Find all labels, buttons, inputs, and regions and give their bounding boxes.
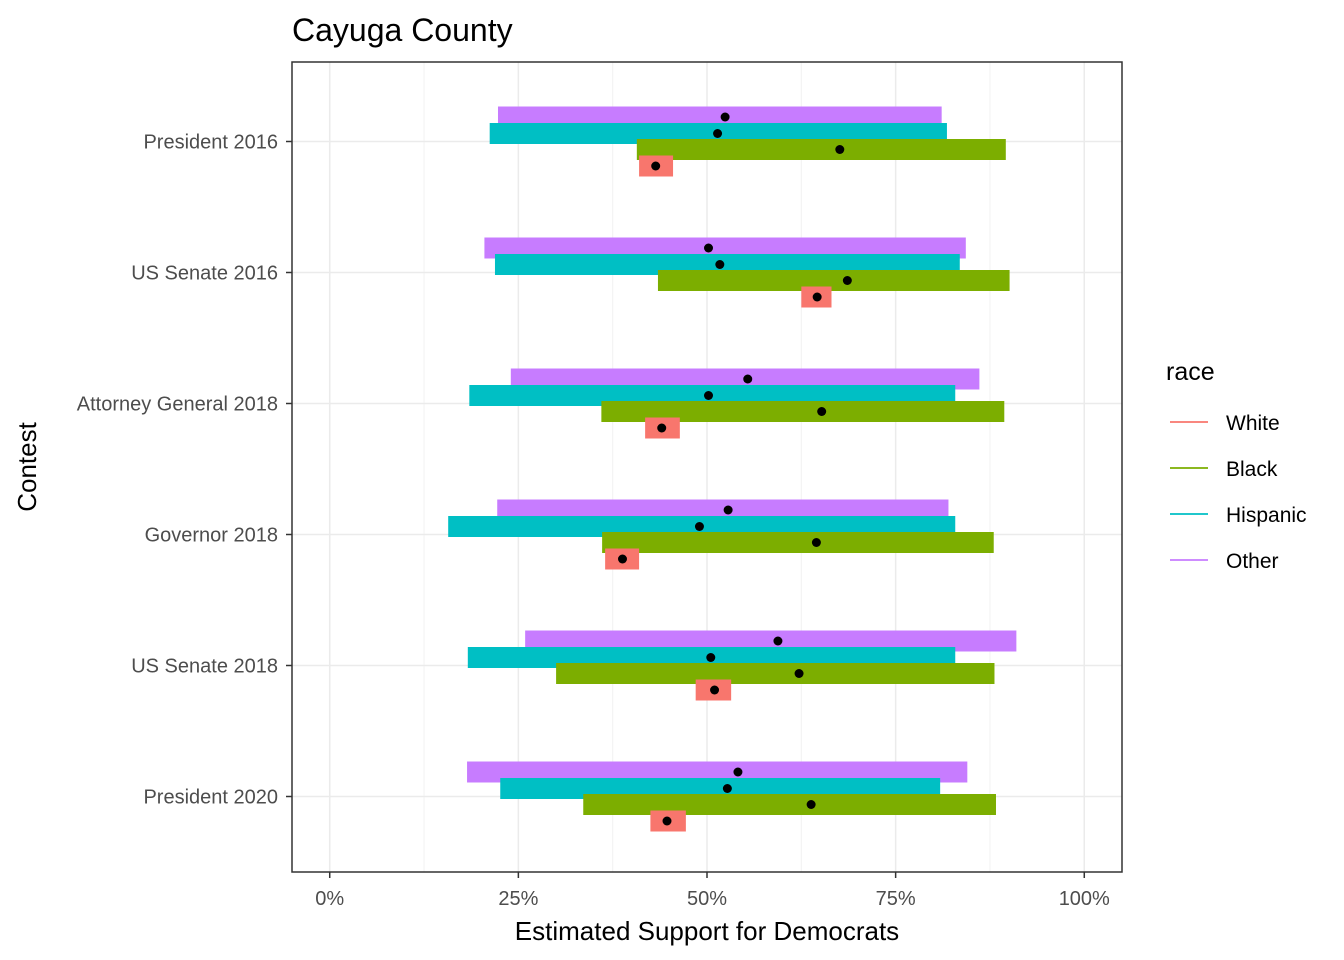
estimate-point-hispanic <box>713 129 723 138</box>
estimate-point-white <box>812 292 822 302</box>
x-axis-title: Estimated Support for Democrats <box>515 916 899 946</box>
y-tick-label: US Senate 2018 <box>131 656 278 678</box>
estimate-point-hispanic <box>694 522 704 531</box>
y-axis: President 2016 US Senate 2016 Attorney Gen… <box>77 132 292 809</box>
interval-bars <box>448 106 1017 832</box>
estimate-point-white <box>662 816 672 826</box>
interval-bar-other <box>484 237 966 259</box>
interval-bar-black <box>657 270 1010 291</box>
interval-bar-black <box>583 794 996 815</box>
estimate-point-white <box>617 554 627 564</box>
estimate-point-black <box>817 407 827 416</box>
estimate-point-other <box>723 505 733 515</box>
legend-title: race <box>1166 358 1215 386</box>
estimate-point-white <box>651 161 661 171</box>
legend-label-white: White <box>1226 412 1280 435</box>
chart-title: Cayuga County <box>292 12 513 48</box>
interval-bar-black <box>636 139 1006 160</box>
x-tick-label: 50% <box>687 888 727 910</box>
interval-bar-black <box>601 401 1005 422</box>
interval-bar-hispanic <box>500 778 941 799</box>
interval-bar-other <box>467 761 968 783</box>
estimate-point-other <box>720 112 730 122</box>
estimate-point-black <box>811 538 821 547</box>
estimate-point-black <box>794 669 804 678</box>
interval-bar-hispanic <box>494 254 960 275</box>
estimate-point-black <box>835 145 845 154</box>
x-tick-label: 100% <box>1059 888 1110 910</box>
legend: race White Black Hispanic Other <box>1166 358 1307 573</box>
estimate-points <box>617 112 852 826</box>
estimate-point-other <box>743 374 753 384</box>
estimate-point-black <box>842 276 852 285</box>
estimate-point-hispanic <box>715 260 725 269</box>
interval-bar-other <box>497 499 949 521</box>
estimate-point-hispanic <box>704 391 714 400</box>
y-tick-label: US Senate 2016 <box>131 263 278 285</box>
x-tick-label: 0% <box>315 888 344 910</box>
estimate-point-hispanic <box>722 784 732 793</box>
estimate-point-other <box>704 243 714 253</box>
interval-bar-other <box>525 630 1017 652</box>
x-tick-label: 25% <box>498 888 538 910</box>
estimate-point-other <box>773 636 783 646</box>
y-tick-label: President 2020 <box>143 787 278 809</box>
interval-bar-black <box>602 532 994 553</box>
estimate-point-black <box>806 800 816 809</box>
estimate-point-white <box>657 423 667 433</box>
estimate-point-white <box>710 685 720 695</box>
estimate-point-hispanic <box>706 653 716 662</box>
interval-bar-other <box>497 106 942 128</box>
legend-label-other: Other <box>1226 550 1279 573</box>
x-axis: 0% 25% 50% 75% 100% <box>315 872 1110 910</box>
legend-label-black: Black <box>1226 458 1278 481</box>
estimate-point-other <box>733 767 743 777</box>
y-tick-label: Attorney General 2018 <box>77 394 278 416</box>
y-tick-label: Governor 2018 <box>145 525 278 547</box>
y-axis-title: Contest <box>12 421 42 511</box>
interval-bar-black <box>556 663 995 684</box>
y-tick-label: President 2016 <box>143 132 278 154</box>
x-tick-label: 75% <box>876 888 916 910</box>
legend-label-hispanic: Hispanic <box>1226 504 1307 527</box>
